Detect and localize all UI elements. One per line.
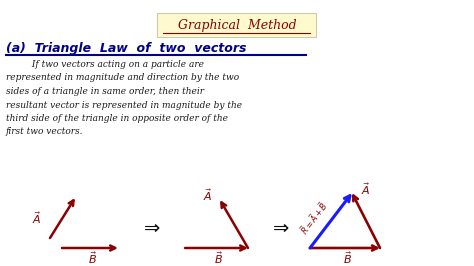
- Text: third side of the triangle in opposite order of the: third side of the triangle in opposite o…: [6, 114, 228, 123]
- Text: resultant vector is represented in magnitude by the: resultant vector is represented in magni…: [6, 101, 242, 110]
- Text: represented in magnitude and direction by the two: represented in magnitude and direction b…: [6, 73, 239, 82]
- Text: sides of a triangle in same order, then their: sides of a triangle in same order, then …: [6, 87, 204, 96]
- Text: $\vec{A}$: $\vec{A}$: [32, 210, 42, 226]
- Text: first two vectors.: first two vectors.: [6, 127, 83, 136]
- Text: $\Rightarrow$: $\Rightarrow$: [269, 219, 291, 237]
- Text: Graphical  Method: Graphical Method: [178, 19, 296, 31]
- Text: $\vec{B}$: $\vec{B}$: [214, 250, 223, 266]
- Text: $\vec{B}$: $\vec{B}$: [88, 250, 97, 266]
- Text: If two vectors acting on a particle are: If two vectors acting on a particle are: [6, 60, 204, 69]
- Text: $\vec{B}$: $\vec{B}$: [343, 250, 352, 266]
- FancyBboxPatch shape: [157, 13, 317, 37]
- Text: $\Rightarrow$: $\Rightarrow$: [140, 219, 162, 237]
- Text: $\vec{A}$: $\vec{A}$: [203, 187, 213, 203]
- Text: $\vec{A}$: $\vec{A}$: [361, 181, 371, 197]
- Text: $\vec{R}=\vec{A}+\vec{B}$: $\vec{R}=\vec{A}+\vec{B}$: [297, 199, 330, 238]
- Text: (a)  Triangle  Law  of  two  vectors: (a) Triangle Law of two vectors: [6, 42, 246, 55]
